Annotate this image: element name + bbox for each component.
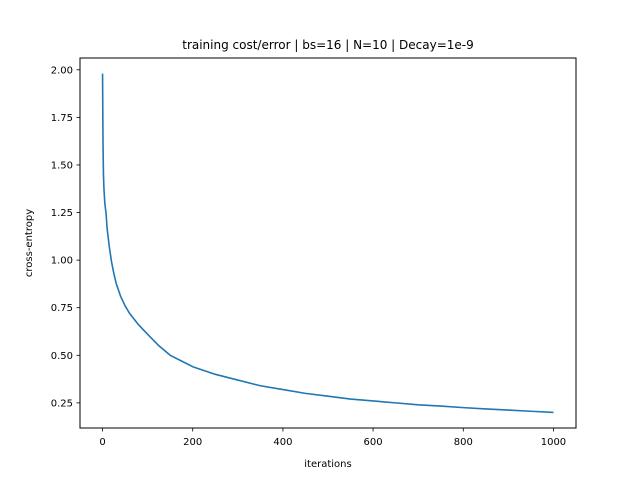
y-tick-label: 1.00 bbox=[51, 256, 73, 267]
y-tick-label: 0.50 bbox=[51, 351, 73, 362]
plot-area bbox=[101, 73, 554, 414]
chart-title: training cost/error | bs=16 | N=10 | Dec… bbox=[182, 38, 474, 52]
x-tick-label: 1000 bbox=[541, 437, 566, 448]
y-axis-label: cross-entropy bbox=[24, 209, 35, 277]
x-tick-label: 200 bbox=[183, 437, 202, 448]
y-tick-label: 1.75 bbox=[51, 113, 73, 124]
plot-frame bbox=[79, 57, 577, 429]
y-tick-label: 0.75 bbox=[51, 303, 73, 314]
y-tick-label: 1.50 bbox=[51, 160, 73, 171]
x-tick-label: 800 bbox=[454, 437, 473, 448]
series-line bbox=[101, 73, 554, 414]
x-tick-label: 600 bbox=[364, 437, 383, 448]
axis-ticks: 0 200 400 600 800 1000 0.25 0.50 0.75 1.00 1.25 1.5… bbox=[51, 65, 566, 448]
x-tick-label: 400 bbox=[273, 437, 292, 448]
y-tick-label: 1.25 bbox=[51, 208, 73, 219]
x-tick-label: 0 bbox=[99, 437, 105, 448]
y-tick-label: 0.25 bbox=[51, 398, 73, 409]
y-tick-label: 2.00 bbox=[51, 65, 73, 76]
x-axis-label: iterations bbox=[304, 459, 351, 470]
